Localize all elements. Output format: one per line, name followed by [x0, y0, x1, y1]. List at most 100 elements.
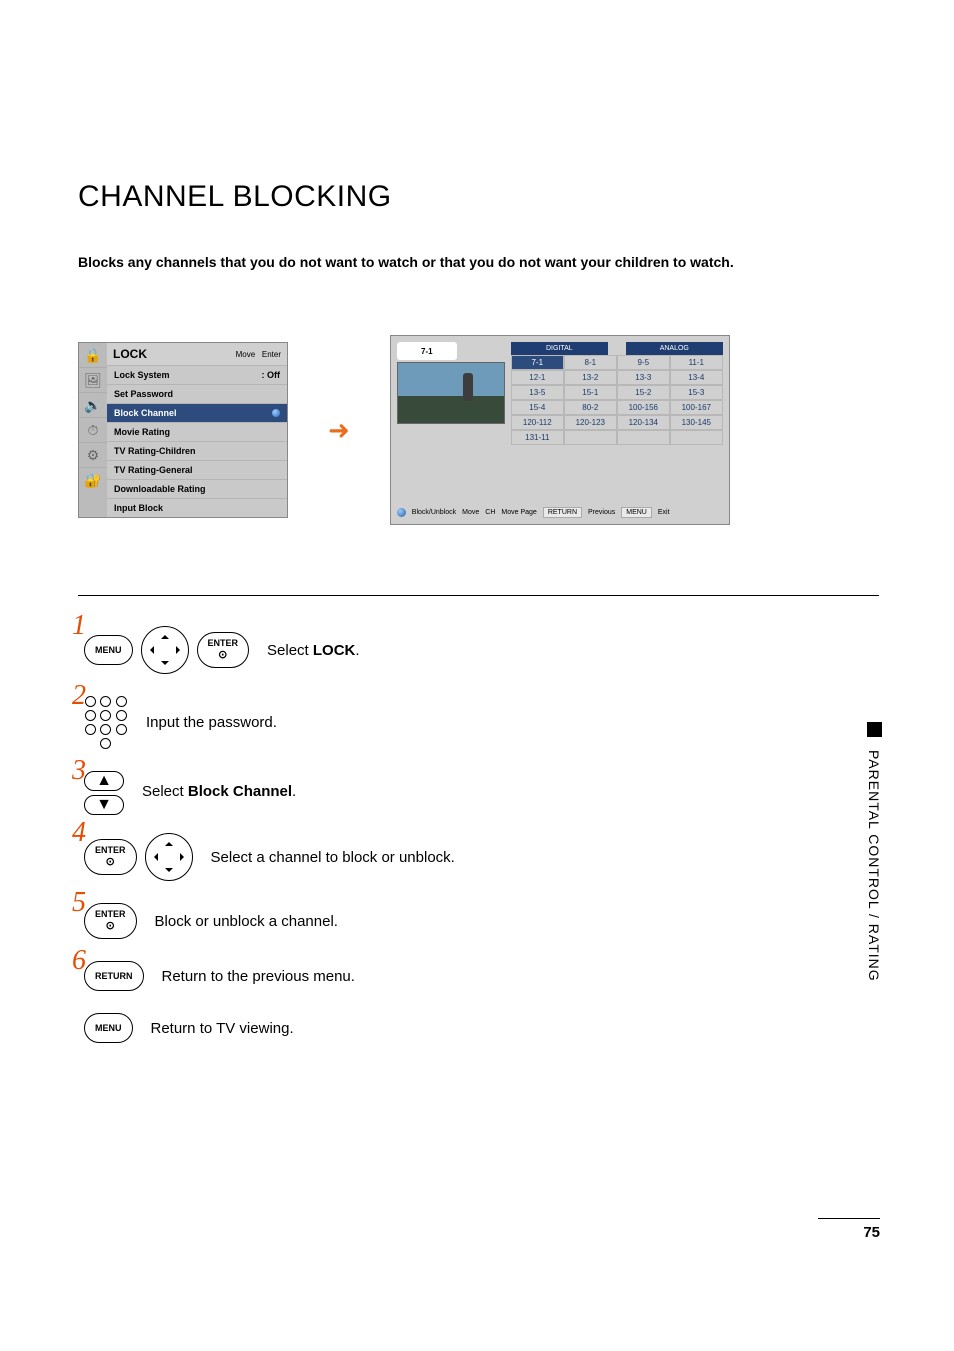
- channel-cell[interactable]: 120-112: [511, 415, 564, 430]
- ch-label: CH: [485, 509, 495, 516]
- step-text: Input the password.: [146, 714, 277, 731]
- menu-item[interactable]: TV Rating-Children: [107, 441, 287, 460]
- lock-menu-header: LOCK Move Enter: [107, 343, 287, 365]
- menu-chip: MENU: [621, 507, 652, 518]
- movepage-label: Move Page: [501, 509, 536, 516]
- channel-panel: 7-1 DIGITAL ANALOG 7-1 8-1 9-5 11-1 12-1…: [390, 335, 730, 525]
- channel-cell[interactable]: 11-1: [670, 355, 723, 370]
- lock-icon2: 🔐: [79, 468, 107, 493]
- option-icon: ⚙: [79, 443, 107, 468]
- channel-cell[interactable]: 7-1: [511, 355, 564, 370]
- page-line: [818, 1218, 880, 1219]
- step-text: Block or unblock a channel.: [155, 913, 338, 930]
- step-7: MENU Return to TV viewing.: [78, 1013, 879, 1043]
- lock-menu: 🔒 🖼 🔊 ⏱ ⚙ 🔐 LOCK Move Enter Lock System:…: [78, 342, 288, 518]
- channel-cell[interactable]: 15-3: [670, 385, 723, 400]
- step-text: Select a channel to block or unblock.: [211, 849, 455, 866]
- side-section-label: PARENTAL CONTROL / RATING: [866, 750, 882, 982]
- tab-digital[interactable]: DIGITAL: [511, 342, 608, 355]
- channel-cell: [564, 430, 617, 445]
- channel-cell: [670, 430, 723, 445]
- page-subtitle: Blocks any channels that you do not want…: [78, 254, 879, 270]
- divider: [78, 595, 879, 596]
- step-text: Select LOCK.: [267, 642, 360, 659]
- block-dot-icon: [397, 508, 406, 517]
- page-title: CHANNEL BLOCKING: [78, 180, 879, 214]
- current-channel-badge: 7-1: [397, 342, 457, 360]
- menu-button[interactable]: MENU: [84, 1013, 133, 1043]
- step-1: 1 MENU ENTER⊙ Select LOCK.: [78, 626, 879, 674]
- channel-cell[interactable]: 8-1: [564, 355, 617, 370]
- step-3: 3 ▲▼ Select Block Channel.: [78, 771, 879, 811]
- step-number: 4: [72, 817, 86, 849]
- enter-button[interactable]: ENTER⊙: [84, 903, 137, 939]
- channel-cell[interactable]: 100-167: [670, 400, 723, 415]
- exit-label: Exit: [658, 509, 670, 516]
- steps: 1 MENU ENTER⊙ Select LOCK. 2 Input the p…: [78, 626, 879, 1043]
- lock-menu-list: Lock System: Off Set Password Block Chan…: [107, 365, 287, 517]
- step-5: 5 ENTER⊙ Block or unblock a channel.: [78, 903, 879, 939]
- channel-cell[interactable]: 131-11: [511, 430, 564, 445]
- block-unblock-label: Block/Unblock: [412, 509, 456, 516]
- channel-cell[interactable]: 100-156: [617, 400, 670, 415]
- menu-item[interactable]: Set Password: [107, 384, 287, 403]
- menu-item[interactable]: Downloadable Rating: [107, 479, 287, 498]
- step-text: Select Block Channel.: [142, 783, 296, 800]
- side-tab: [867, 722, 882, 737]
- page-number: 75: [863, 1224, 880, 1241]
- channel-cell[interactable]: 13-5: [511, 385, 564, 400]
- menu-item[interactable]: Movie Rating: [107, 422, 287, 441]
- tab-analog[interactable]: ANALOG: [626, 342, 723, 355]
- step-number: 1: [72, 610, 86, 642]
- channel-cell[interactable]: 13-2: [564, 370, 617, 385]
- time-icon: ⏱: [79, 418, 107, 443]
- step-text: Return to TV viewing.: [151, 1020, 294, 1037]
- keypad-icon[interactable]: [84, 696, 128, 749]
- channel-cell[interactable]: 130-145: [670, 415, 723, 430]
- enter-button[interactable]: ENTER⊙: [84, 839, 137, 875]
- channel-cell[interactable]: 9-5: [617, 355, 670, 370]
- channel-cell[interactable]: 13-3: [617, 370, 670, 385]
- channel-cell[interactable]: 13-4: [670, 370, 723, 385]
- menu-icon-column: 🔒 🖼 🔊 ⏱ ⚙ 🔐: [79, 343, 107, 517]
- panels-row: 🔒 🖼 🔊 ⏱ ⚙ 🔐 LOCK Move Enter Lock System:…: [78, 335, 879, 525]
- channel-cell[interactable]: 15-1: [564, 385, 617, 400]
- enter-button[interactable]: ENTER⊙: [197, 632, 250, 668]
- nav-hint: Move Enter: [236, 350, 281, 359]
- updown-icon[interactable]: ▲▼: [84, 771, 124, 811]
- dpad-icon[interactable]: [141, 626, 189, 674]
- return-button[interactable]: RETURN: [84, 961, 144, 991]
- step-number: 6: [72, 945, 86, 977]
- picture-icon: 🖼: [79, 368, 107, 393]
- previous-label: Previous: [588, 509, 615, 516]
- step-number: 5: [72, 887, 86, 919]
- channel-cell[interactable]: 80-2: [564, 400, 617, 415]
- step-2: 2 Input the password.: [78, 696, 879, 749]
- menu-item[interactable]: Input Block: [107, 498, 287, 517]
- channel-preview: [397, 362, 505, 424]
- lock-menu-title: LOCK: [113, 347, 147, 361]
- move-label: Move: [462, 509, 479, 516]
- audio-icon: 🔊: [79, 393, 107, 418]
- menu-item[interactable]: Lock System: Off: [107, 365, 287, 384]
- channel-bottom-bar: Block/Unblock Move CH Move Page RETURN P…: [397, 507, 723, 518]
- channel-cell[interactable]: 120-134: [617, 415, 670, 430]
- channel-cell[interactable]: 120-123: [564, 415, 617, 430]
- dpad-icon[interactable]: [145, 833, 193, 881]
- lock-icon: 🔒: [79, 343, 107, 368]
- return-chip: RETURN: [543, 507, 582, 518]
- step-number: 2: [72, 680, 86, 712]
- step-number: 3: [72, 755, 86, 787]
- channel-grid: 7-1 8-1 9-5 11-1 12-1 13-2 13-3 13-4 13-…: [511, 355, 723, 445]
- menu-item-highlighted[interactable]: Block Channel: [107, 403, 287, 422]
- step-6: 6 RETURN Return to the previous menu.: [78, 961, 879, 991]
- channel-cell[interactable]: 12-1: [511, 370, 564, 385]
- channel-cell: [617, 430, 670, 445]
- channel-cell[interactable]: 15-4: [511, 400, 564, 415]
- select-dot-icon: [272, 409, 280, 417]
- menu-button[interactable]: MENU: [84, 635, 133, 665]
- channel-cell[interactable]: 15-2: [617, 385, 670, 400]
- step-4: 4 ENTER⊙ Select a channel to block or un…: [78, 833, 879, 881]
- step-text: Return to the previous menu.: [162, 968, 355, 985]
- menu-item[interactable]: TV Rating-General: [107, 460, 287, 479]
